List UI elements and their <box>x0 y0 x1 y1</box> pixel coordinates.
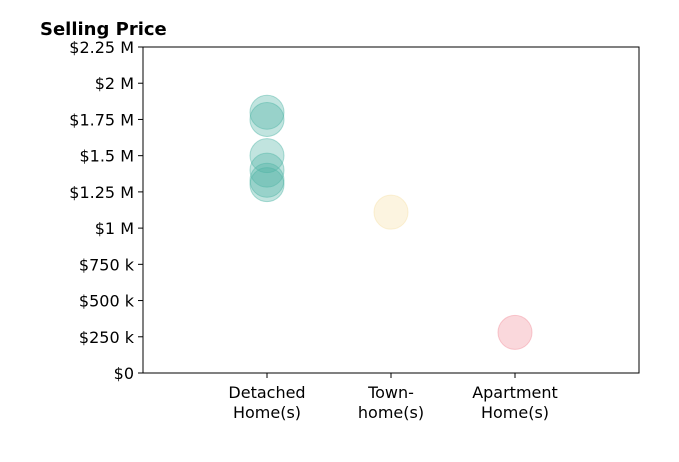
x-tick-label: Town- <box>367 383 414 402</box>
y-tick-label: $1.25 M <box>69 183 134 202</box>
x-axis: DetachedHome(s)Town-home(s)ApartmentHome… <box>228 373 558 422</box>
y-tick-label: $2.25 M <box>69 38 134 57</box>
y-tick-label: $500 k <box>79 292 135 311</box>
data-point <box>249 101 285 137</box>
x-tick-label: home(s) <box>358 403 424 422</box>
y-tick-label: $1.5 M <box>79 147 134 166</box>
data-point <box>249 167 285 203</box>
data-points <box>249 94 533 350</box>
chart-title: Selling Price <box>40 19 167 40</box>
data-point <box>249 138 285 174</box>
x-tick-label: Detached <box>228 383 305 402</box>
x-tick-label: Home(s) <box>233 403 301 422</box>
y-tick-label: $0 <box>114 364 134 383</box>
x-tick-label: Home(s) <box>481 403 549 422</box>
y-tick-label: $1.75 M <box>69 110 134 129</box>
x-tick-label: Apartment <box>472 383 558 402</box>
data-point <box>249 162 285 198</box>
y-tick-label: $2 M <box>95 74 134 93</box>
y-tick-label: $250 k <box>79 328 135 347</box>
y-tick-label: $1 M <box>95 219 134 238</box>
data-point <box>249 152 285 188</box>
data-point <box>249 94 285 130</box>
data-point <box>373 194 409 230</box>
y-tick-label: $750 k <box>79 255 135 274</box>
y-axis: $0 $250 k $500 k $750 k $1 M $1.25 M $1.5 M $1.… <box>69 38 143 383</box>
data-point <box>497 314 533 350</box>
